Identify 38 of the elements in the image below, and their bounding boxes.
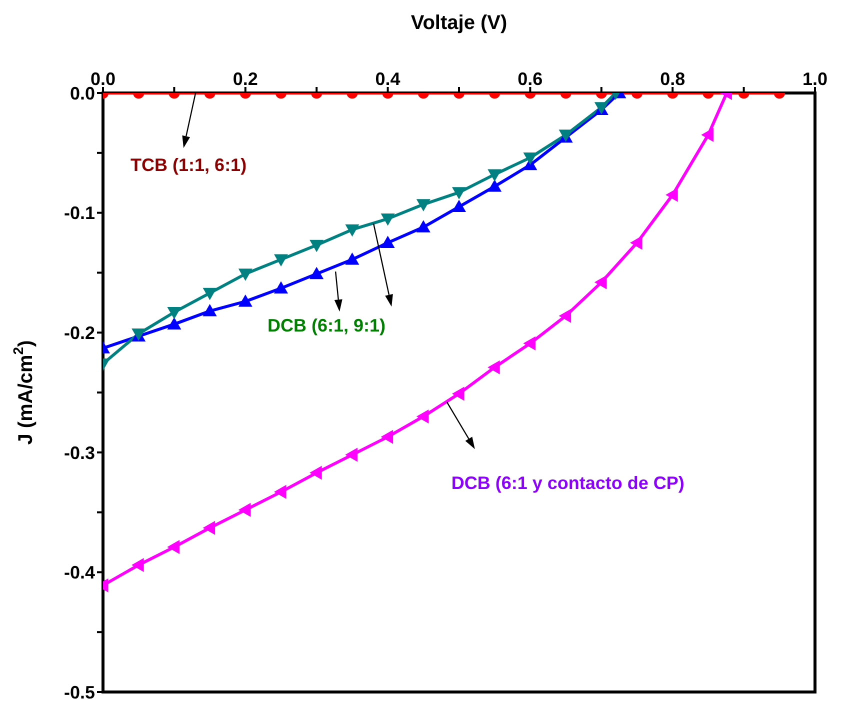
point [167,306,182,320]
point [345,224,360,237]
point [594,275,607,290]
point [488,169,502,182]
x-tick-label: 0.2 [232,69,258,89]
y-tick-label: -0.3 [64,442,95,463]
point [416,199,430,212]
point [310,466,322,480]
y-tick-label: -0.2 [64,322,95,343]
annotation: TCB (1:1, 6:1) [130,154,247,175]
point [274,254,288,267]
annotation: DCB (6:1, 9:1) [268,315,386,336]
point [630,236,642,250]
point [238,502,251,517]
y-tick-label: -0.4 [64,562,95,583]
point [345,448,358,462]
x-axis-title: Voltaje (V) [410,12,508,34]
point [523,336,536,350]
point [523,152,538,165]
x-tick-label: 1.0 [802,69,828,89]
point [310,240,324,252]
point [488,360,500,374]
point [202,288,217,300]
x-tick-label: 0.4 [375,69,400,89]
point [380,430,394,444]
annotation: DCB (6:1 y contacto de CP) [451,472,684,493]
point [274,484,286,499]
y-tick-label: -0.5 [64,682,95,702]
point [452,187,466,200]
x-tick-label: 0.6 [518,69,543,89]
point [452,386,464,401]
point [238,268,252,281]
x-tick-label: 0.8 [660,69,686,89]
point [558,308,572,323]
point [416,409,429,424]
point [380,214,395,226]
point [202,520,216,535]
y-tick-label: -0.1 [64,203,95,224]
